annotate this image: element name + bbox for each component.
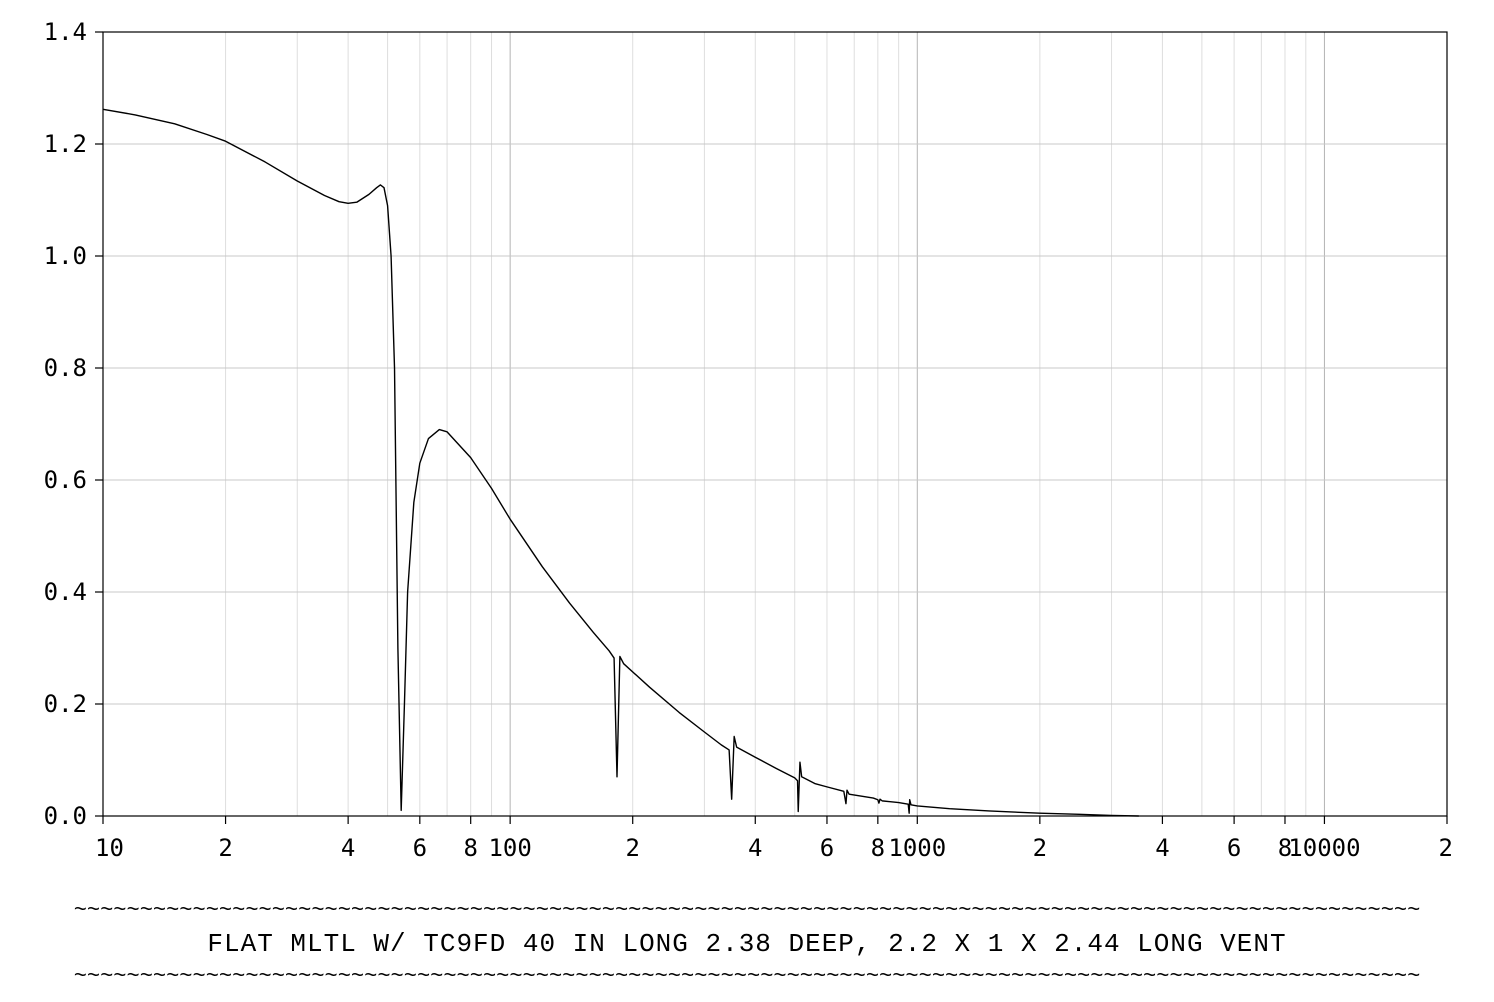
x-tick-label: 4 bbox=[1155, 834, 1169, 862]
x-tick-label: 2 bbox=[1439, 834, 1453, 862]
x-tick-label: 100 bbox=[488, 834, 531, 862]
x-tick-label: 2 bbox=[625, 834, 639, 862]
x-tick-label: 2 bbox=[1033, 834, 1047, 862]
plot-frame bbox=[102, 31, 1448, 817]
y-tick-label: 0.8 bbox=[44, 354, 87, 382]
x-tick-label: 10 bbox=[95, 834, 124, 862]
title-separator-bottom: ~~~~~~~~~~~~~~~~~~~~~~~~~~~~~~~~~~~~~~~~… bbox=[73, 964, 1421, 989]
x-tick-label: 6 bbox=[413, 834, 427, 862]
y-tick-label: 1.4 bbox=[44, 18, 87, 46]
x-tick-label: 2 bbox=[218, 834, 232, 862]
x-tick-label: 4 bbox=[341, 834, 355, 862]
title-separator-top: ~~~~~~~~~~~~~~~~~~~~~~~~~~~~~~~~~~~~~~~~… bbox=[73, 898, 1421, 923]
x-tick-label: 6 bbox=[820, 834, 834, 862]
series-group bbox=[102, 108, 1139, 817]
y-tick-label: 1.0 bbox=[44, 242, 87, 270]
chart-title: FLAT MLTL W/ TC9FD 40 IN LONG 2.38 DEEP,… bbox=[207, 929, 1287, 959]
x-tick-label: 4 bbox=[748, 834, 762, 862]
y-tick-label: 0.0 bbox=[44, 802, 87, 830]
x-tick-label: 8 bbox=[871, 834, 885, 862]
plot-border bbox=[102, 31, 1448, 817]
y-axis-tick-labels: 0.0 0.2 0.4 0.6 0.8 1.0 1.2 1.4 bbox=[44, 18, 103, 830]
series-line bbox=[102, 108, 1139, 817]
x-tick-label: 8 bbox=[1278, 834, 1292, 862]
x-tick-label: 6 bbox=[1227, 834, 1241, 862]
y-tick-label: 0.6 bbox=[44, 466, 87, 494]
grid-lines bbox=[103, 32, 1447, 816]
y-tick-label: 1.2 bbox=[44, 130, 87, 158]
x-tick-label: 8 bbox=[463, 834, 477, 862]
y-tick-label: 0.2 bbox=[44, 690, 87, 718]
x-tick-label: 10000 bbox=[1288, 834, 1360, 862]
x-tick-label: 1000 bbox=[888, 834, 946, 862]
y-tick-label: 0.4 bbox=[44, 578, 87, 606]
